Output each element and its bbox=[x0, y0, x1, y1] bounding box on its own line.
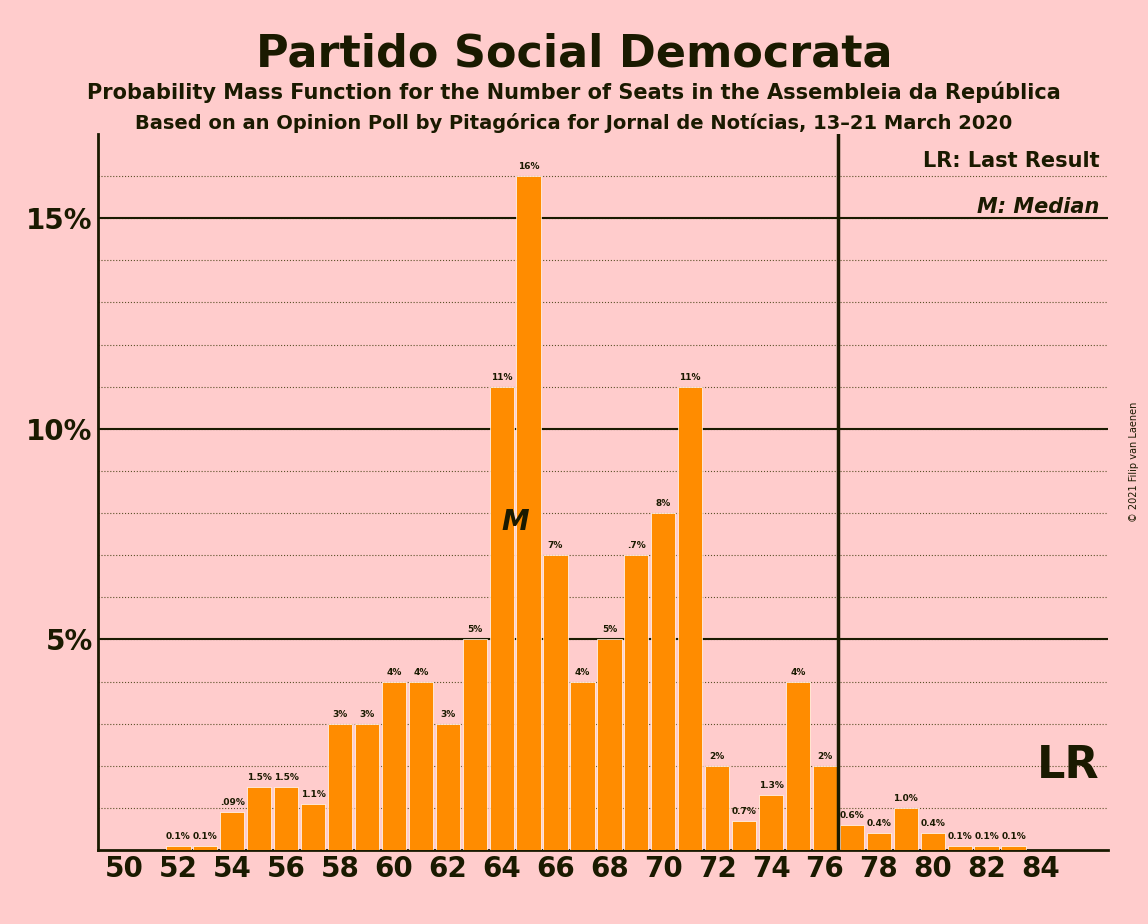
Bar bbox=[921, 833, 945, 850]
Bar bbox=[571, 682, 595, 850]
Bar bbox=[759, 796, 783, 850]
Text: 3%: 3% bbox=[359, 710, 374, 719]
Text: Based on an Opinion Poll by Pitagórica for Jornal de Notícias, 13–21 March 2020: Based on an Opinion Poll by Pitagórica f… bbox=[135, 113, 1013, 133]
Bar bbox=[678, 387, 703, 850]
Bar bbox=[274, 787, 298, 850]
Text: 11%: 11% bbox=[680, 372, 701, 382]
Text: 0.4%: 0.4% bbox=[867, 820, 891, 828]
Bar bbox=[705, 766, 729, 850]
Text: Partido Social Democrata: Partido Social Democrata bbox=[256, 32, 892, 76]
Text: 0.7%: 0.7% bbox=[731, 807, 757, 816]
Text: 1.5%: 1.5% bbox=[247, 772, 272, 782]
Bar bbox=[651, 513, 675, 850]
Bar bbox=[840, 825, 864, 850]
Text: 0.1%: 0.1% bbox=[166, 832, 191, 841]
Text: 11%: 11% bbox=[491, 372, 512, 382]
Text: .7%: .7% bbox=[627, 541, 645, 550]
Text: 8%: 8% bbox=[656, 499, 670, 508]
Text: M: Median: M: Median bbox=[977, 197, 1100, 217]
Text: LR: LR bbox=[1037, 745, 1100, 787]
Text: 4%: 4% bbox=[413, 667, 428, 676]
Bar bbox=[975, 845, 999, 850]
Text: 2%: 2% bbox=[817, 752, 832, 760]
Bar bbox=[597, 639, 621, 850]
Bar bbox=[947, 845, 971, 850]
Text: M: M bbox=[502, 507, 529, 536]
Text: 1.3%: 1.3% bbox=[759, 782, 784, 790]
Bar bbox=[436, 723, 460, 850]
Text: 5%: 5% bbox=[467, 626, 482, 635]
Text: 2%: 2% bbox=[709, 752, 724, 760]
Bar bbox=[382, 682, 406, 850]
Text: 16%: 16% bbox=[518, 162, 540, 171]
Text: 7%: 7% bbox=[548, 541, 564, 550]
Text: 0.1%: 0.1% bbox=[1001, 832, 1026, 841]
Bar bbox=[247, 787, 271, 850]
Bar bbox=[786, 682, 810, 850]
Bar bbox=[813, 766, 837, 850]
Text: 0.1%: 0.1% bbox=[193, 832, 218, 841]
Text: 1.5%: 1.5% bbox=[273, 772, 298, 782]
Bar bbox=[517, 176, 541, 850]
Text: 0.1%: 0.1% bbox=[947, 832, 972, 841]
Bar bbox=[220, 812, 245, 850]
Bar bbox=[301, 804, 325, 850]
Text: 3%: 3% bbox=[440, 710, 456, 719]
Text: 1.0%: 1.0% bbox=[893, 794, 918, 803]
Text: 3%: 3% bbox=[333, 710, 348, 719]
Bar bbox=[463, 639, 487, 850]
Bar bbox=[409, 682, 433, 850]
Bar bbox=[1001, 845, 1025, 850]
Bar bbox=[489, 387, 514, 850]
Text: 0.1%: 0.1% bbox=[975, 832, 999, 841]
Text: 0.4%: 0.4% bbox=[921, 820, 945, 828]
Bar bbox=[867, 833, 891, 850]
Bar bbox=[893, 808, 918, 850]
Bar bbox=[328, 723, 352, 850]
Bar bbox=[166, 845, 191, 850]
Text: 5%: 5% bbox=[602, 626, 618, 635]
Text: Probability Mass Function for the Number of Seats in the Assembleia da República: Probability Mass Function for the Number… bbox=[87, 81, 1061, 103]
Text: 1.1%: 1.1% bbox=[301, 790, 326, 798]
Bar bbox=[543, 555, 567, 850]
Text: © 2021 Filip van Laenen: © 2021 Filip van Laenen bbox=[1130, 402, 1139, 522]
Bar bbox=[193, 845, 217, 850]
Bar bbox=[625, 555, 649, 850]
Bar bbox=[355, 723, 379, 850]
Text: 4%: 4% bbox=[575, 667, 590, 676]
Text: 4%: 4% bbox=[790, 667, 806, 676]
Text: LR: Last Result: LR: Last Result bbox=[923, 151, 1100, 171]
Bar bbox=[732, 821, 757, 850]
Text: 0.6%: 0.6% bbox=[839, 810, 864, 820]
Text: 4%: 4% bbox=[386, 667, 402, 676]
Text: .09%: .09% bbox=[219, 798, 245, 808]
